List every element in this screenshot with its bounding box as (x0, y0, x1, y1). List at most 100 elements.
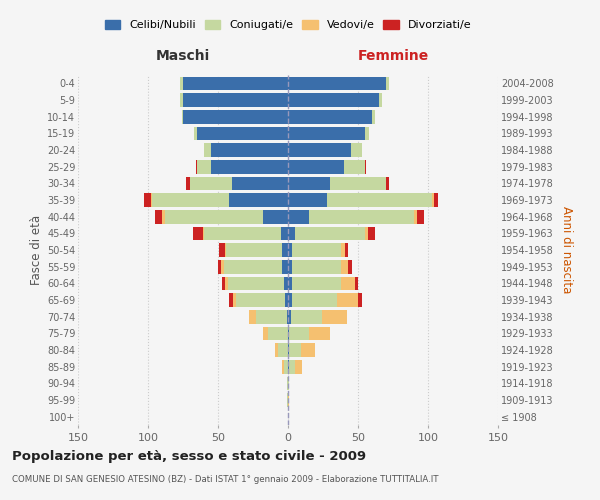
Bar (309, 326, 330, 340)
Bar (151, 193, 152, 207)
Bar (288, 226, 295, 240)
Bar (236, 293, 285, 307)
Bar (414, 210, 417, 224)
Bar (288, 160, 344, 173)
Bar (190, 176, 232, 190)
Text: Maschi: Maschi (156, 50, 210, 64)
Bar (417, 210, 424, 224)
Bar (249, 310, 256, 324)
Bar (203, 226, 204, 240)
Bar (268, 326, 288, 340)
Bar (292, 243, 341, 257)
Bar (193, 226, 203, 240)
Bar (379, 93, 382, 107)
Bar (263, 210, 288, 224)
Bar (284, 360, 288, 374)
Bar (288, 76, 386, 90)
Bar (224, 260, 283, 274)
Bar (186, 176, 190, 190)
Bar (291, 310, 322, 324)
Bar (434, 193, 438, 207)
Bar (288, 376, 289, 390)
Bar (183, 93, 288, 107)
Bar (365, 160, 367, 173)
Bar (351, 143, 362, 157)
Bar (229, 293, 233, 307)
Bar (263, 326, 268, 340)
Y-axis label: Fasce di età: Fasce di età (29, 215, 43, 285)
Bar (330, 176, 386, 190)
Bar (287, 393, 288, 407)
Bar (337, 293, 358, 307)
Bar (284, 276, 288, 290)
Bar (211, 160, 288, 173)
Bar (288, 243, 292, 257)
Bar (292, 293, 337, 307)
Bar (358, 293, 362, 307)
Bar (197, 126, 288, 140)
Bar (341, 260, 348, 274)
Bar (288, 126, 365, 140)
Bar (288, 326, 289, 340)
Bar (341, 276, 355, 290)
Bar (204, 226, 281, 240)
Bar (229, 193, 288, 207)
Bar (197, 160, 211, 173)
Bar (288, 343, 289, 357)
Bar (152, 193, 229, 207)
Bar (288, 310, 291, 324)
Bar (287, 376, 288, 390)
Text: COMUNE DI SAN GENESIO ATESINO (BZ) - Dati ISTAT 1° gennaio 2009 - Elaborazione T: COMUNE DI SAN GENESIO ATESINO (BZ) - Dat… (12, 475, 439, 484)
Bar (232, 176, 288, 190)
Bar (292, 276, 341, 290)
Bar (289, 360, 295, 374)
Bar (292, 260, 341, 274)
Y-axis label: Anni di nascita: Anni di nascita (560, 206, 573, 294)
Bar (285, 293, 288, 307)
Text: Femmine: Femmine (358, 50, 428, 64)
Bar (233, 293, 236, 307)
Bar (283, 360, 284, 374)
Bar (432, 193, 434, 207)
Bar (283, 260, 288, 274)
Bar (365, 226, 368, 240)
Bar (288, 110, 372, 124)
Bar (365, 126, 369, 140)
Bar (288, 260, 292, 274)
Bar (211, 143, 288, 157)
Bar (289, 326, 309, 340)
Bar (288, 293, 292, 307)
Bar (288, 176, 330, 190)
Bar (180, 93, 183, 107)
Bar (196, 160, 197, 173)
Bar (225, 276, 228, 290)
Bar (183, 76, 288, 90)
Bar (386, 176, 389, 190)
Bar (327, 193, 432, 207)
Bar (278, 343, 288, 357)
Text: Popolazione per età, sesso e stato civile - 2009: Popolazione per età, sesso e stato civil… (12, 450, 366, 463)
Bar (144, 193, 151, 207)
Bar (301, 343, 314, 357)
Bar (281, 226, 288, 240)
Bar (288, 210, 309, 224)
Bar (275, 343, 278, 357)
Bar (289, 343, 301, 357)
Bar (344, 160, 365, 173)
Bar (386, 76, 389, 90)
Bar (194, 126, 197, 140)
Bar (226, 243, 283, 257)
Bar (295, 226, 365, 240)
Bar (288, 143, 351, 157)
Bar (309, 210, 414, 224)
Legend: Celibi/Nubili, Coniugati/e, Vedovi/e, Divorziati/e: Celibi/Nubili, Coniugati/e, Vedovi/e, Di… (100, 15, 476, 34)
Bar (220, 243, 225, 257)
Bar (256, 310, 287, 324)
Bar (283, 243, 288, 257)
Bar (162, 210, 165, 224)
Bar (228, 276, 284, 290)
Bar (295, 360, 302, 374)
Bar (155, 210, 162, 224)
Bar (180, 76, 183, 90)
Bar (165, 210, 263, 224)
